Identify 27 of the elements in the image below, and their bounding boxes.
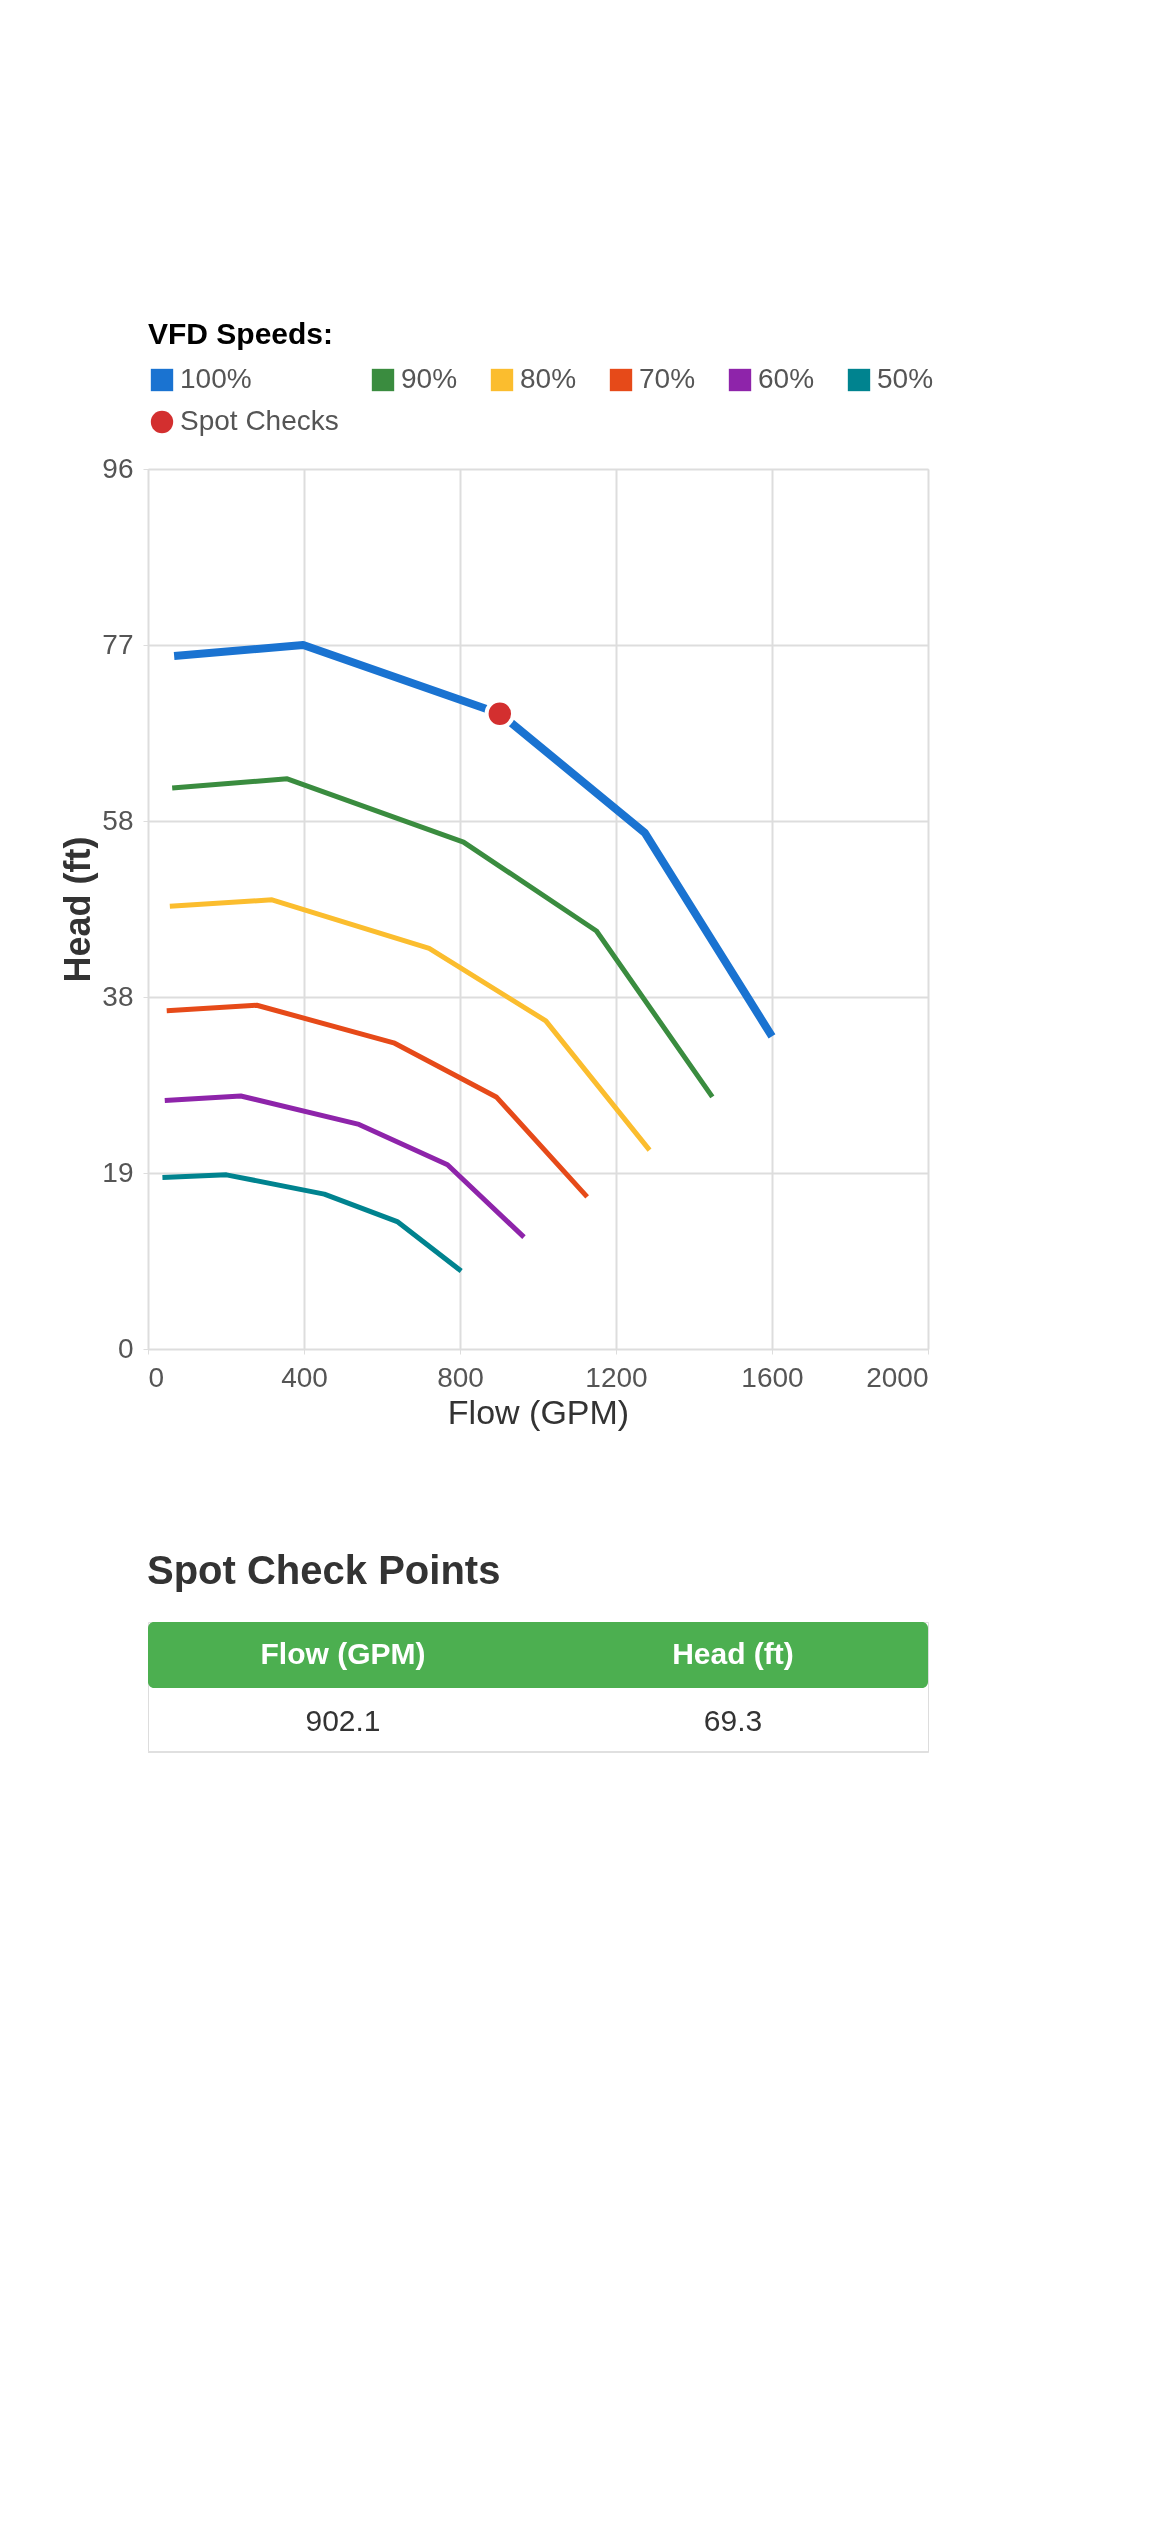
y-tick-label: 0 xyxy=(117,1332,134,1364)
y-tick-label: 38 xyxy=(102,980,134,1012)
x-tick-label: 2000 xyxy=(866,1361,929,1393)
x-tick-label: 800 xyxy=(437,1361,484,1393)
legend-label: Spot Checks xyxy=(180,405,339,436)
legend-label: 100% xyxy=(180,363,252,394)
x-tick-label: 1200 xyxy=(585,1361,648,1393)
legend-label: 70% xyxy=(639,363,696,394)
chart-title: VFD Speeds: xyxy=(148,317,334,350)
x-tick-label: 400 xyxy=(281,1361,328,1393)
x-tick-label: 0 xyxy=(148,1361,165,1393)
y-tick-label: 77 xyxy=(102,628,134,660)
x-axis-title: Flow (GPM) xyxy=(447,1392,630,1431)
text: 69.3 xyxy=(703,1704,763,1737)
legend-label: 50% xyxy=(877,363,934,394)
legend-label: 90% xyxy=(401,363,458,394)
text: Head (ft) xyxy=(672,1637,794,1670)
y-tick-label: 58 xyxy=(102,804,134,836)
y-axis-title: Head (ft) xyxy=(57,836,99,983)
y-tick-label: 19 xyxy=(102,1156,134,1188)
legend-label: 80% xyxy=(520,363,577,394)
x-tick-label: 1600 xyxy=(741,1361,804,1393)
text: Flow (GPM) xyxy=(260,1637,426,1670)
text: 902.1 xyxy=(305,1704,381,1737)
text: Spot Check Points xyxy=(147,1548,501,1592)
y-tick-label: 96 xyxy=(102,452,134,484)
legend-label: 60% xyxy=(758,363,815,394)
